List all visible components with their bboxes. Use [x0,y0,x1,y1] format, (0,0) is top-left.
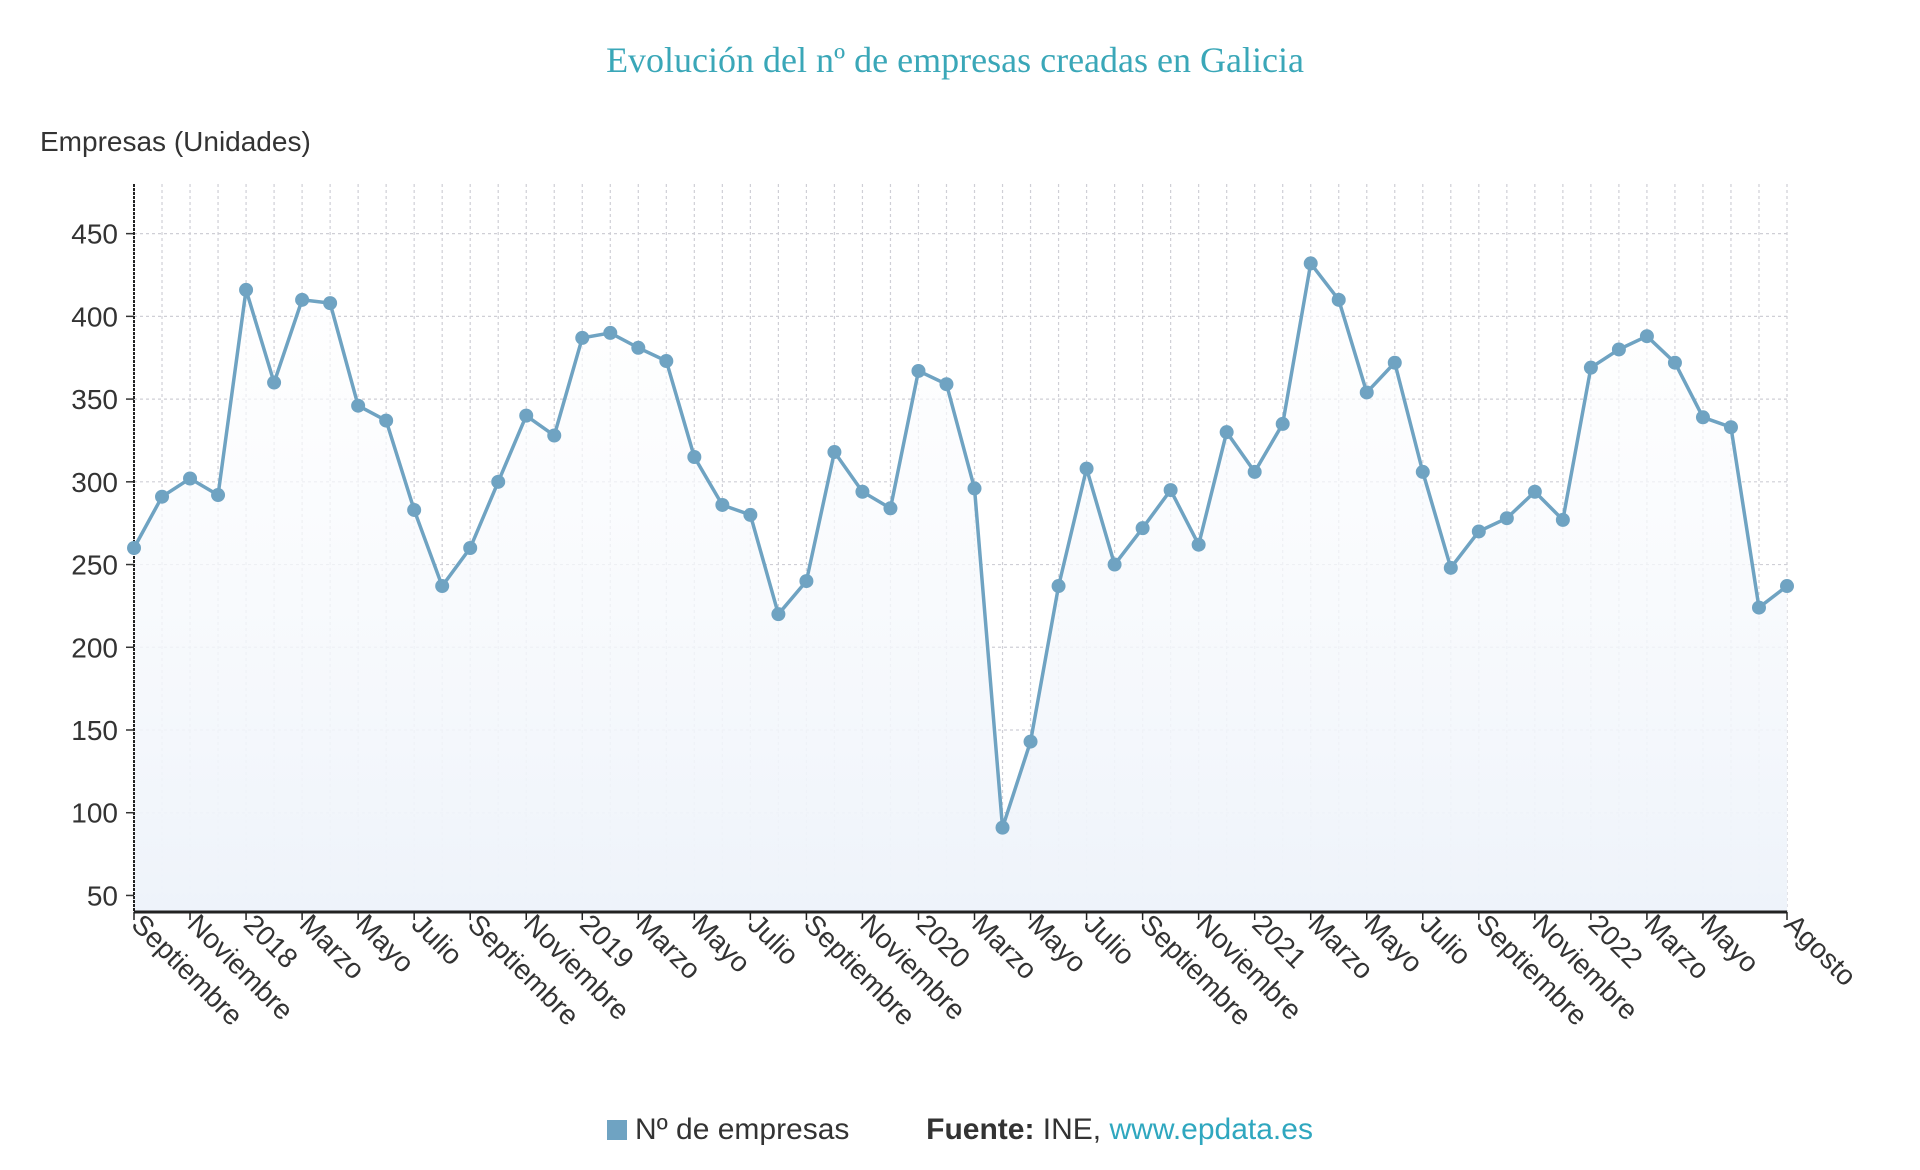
data-point [435,579,450,594]
data-point [351,398,366,413]
data-point [1639,329,1654,344]
data-point [1163,483,1178,498]
y-axis-label: Empresas (Unidades) [40,126,311,157]
data-point [1499,511,1514,526]
data-point [407,502,422,517]
data-point [575,330,590,345]
data-point [491,474,506,489]
data-point [1107,557,1122,572]
data-point [547,428,562,443]
data-point [267,375,282,390]
legend-swatch [607,1120,628,1140]
data-point [1611,342,1626,357]
data-point [519,408,534,423]
data-point [211,488,226,503]
y-tick-label: 350 [71,384,118,415]
y-tick-label: 100 [71,798,118,829]
data-point [1135,521,1150,536]
data-point [1780,579,1794,594]
y-tick-labels: 50 100 150 200 250 300 350 400 450 [71,219,118,912]
y-tick-label: 400 [71,301,118,332]
data-point [827,445,842,460]
data-point [183,471,198,486]
data-points [127,256,1794,835]
x-tick-labels: SeptiembreNoviembre2018MarzoMayoJulioSep… [126,908,1863,1031]
data-point [603,325,618,340]
data-point [1275,416,1290,431]
data-point [1471,524,1486,539]
source-text: INE, [1042,1113,1102,1146]
data-point [1751,600,1766,615]
data-point [155,489,170,504]
data-point [771,607,786,622]
data-point [1583,360,1598,375]
data-point [1079,461,1094,476]
data-point [995,820,1010,835]
legend: Nº de empresas Fuente: INE, www.epdata.e… [0,1113,1920,1147]
y-tick-label: 250 [71,550,118,581]
data-point [743,507,758,522]
y-tick-label: 450 [71,219,118,250]
data-point [855,484,870,499]
data-point [239,282,254,297]
data-point [1723,420,1738,435]
data-point [1023,734,1038,749]
area-path [134,263,1787,912]
y-tick-label: 150 [71,715,118,746]
y-tick-label: 50 [87,880,118,911]
data-point [1219,425,1234,440]
data-point [323,296,338,311]
data-point [911,363,926,378]
data-point [1415,464,1430,479]
y-tick-label: 200 [71,632,118,663]
data-point [127,541,141,555]
data-point [967,481,982,496]
data-point [295,292,310,307]
y-tick-label: 300 [71,467,118,498]
data-point [1303,256,1318,271]
data-point [1527,484,1542,499]
data-point [1191,537,1206,552]
source-label: Fuente: [926,1113,1035,1146]
data-point [1331,292,1346,307]
data-point [883,501,898,516]
chart-title: Evolución del nº de empresas creadas en … [606,40,1304,80]
data-point [1247,464,1262,479]
data-point [1667,355,1682,370]
area-fill [134,263,1787,912]
data-point [715,497,730,512]
data-point [687,450,702,464]
data-point [1555,512,1570,527]
source-link[interactable]: www.epdata.es [1109,1113,1313,1146]
data-point [1443,560,1458,575]
data-point [463,541,478,555]
data-point [939,377,954,392]
data-point [1695,410,1710,425]
x-tick-label: Agosto [1779,908,1863,992]
data-point [1051,579,1066,594]
data-point [379,413,394,428]
data-point [631,340,646,355]
data-point [1359,385,1374,400]
legend-series-name: Nº de empresas [635,1113,850,1146]
data-point [659,354,674,369]
data-point [799,574,814,589]
data-point [1387,355,1402,370]
